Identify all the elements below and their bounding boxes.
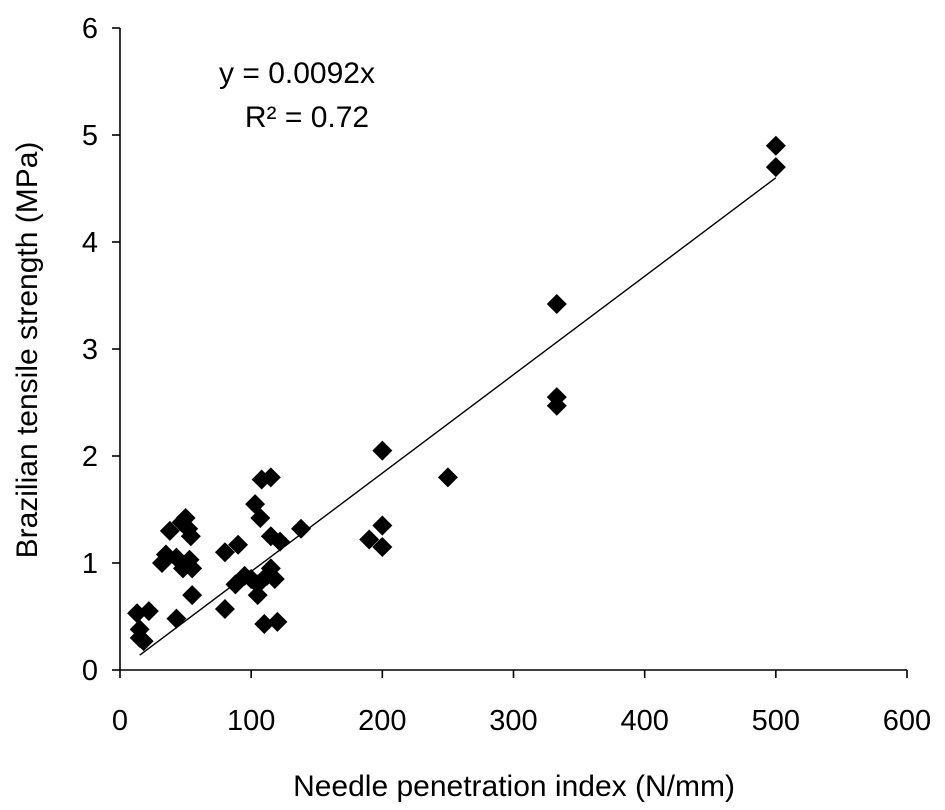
data-point [372, 440, 393, 461]
y-tick-label: 4 [82, 227, 98, 259]
x-tick-label: 600 [883, 705, 931, 737]
data-point [133, 631, 154, 652]
x-tick-label: 200 [358, 705, 406, 737]
y-tick-label: 3 [82, 334, 98, 366]
x-tick-label: 0 [112, 705, 128, 737]
data-point [166, 608, 187, 629]
data-point [291, 518, 312, 539]
x-axis-title: Needle penetration index (N/mm) [293, 770, 735, 803]
data-point [546, 395, 567, 416]
data-point [437, 467, 458, 488]
y-tick-label: 6 [82, 13, 98, 45]
y-tick-label: 2 [82, 441, 98, 473]
data-point [214, 599, 235, 620]
data-point [359, 529, 380, 550]
data-point [270, 531, 291, 552]
data-point [765, 157, 786, 178]
y-tick-label: 0 [82, 655, 98, 687]
data-point [546, 294, 567, 315]
data-points [127, 135, 786, 652]
data-point [182, 558, 203, 579]
data-point [250, 508, 271, 529]
data-point [254, 613, 275, 634]
data-point [765, 135, 786, 156]
data-point [260, 467, 281, 488]
y-tick-label: 1 [82, 548, 98, 580]
axes: 0 1 2 3 4 5 6 0 100 200 300 400 500 600 [82, 13, 931, 737]
data-point [372, 515, 393, 536]
data-point [245, 494, 266, 515]
trendline-equation: y = 0.0092x [219, 57, 375, 90]
x-tick-label: 400 [620, 705, 668, 737]
x-tick-label: 300 [489, 705, 537, 737]
data-point [228, 534, 249, 555]
data-point [182, 585, 203, 606]
data-point [159, 520, 180, 541]
data-point [264, 569, 285, 590]
data-point [180, 526, 201, 547]
data-point [138, 601, 159, 622]
trendline-r-squared: R² = 0.72 [245, 101, 369, 134]
data-point [267, 611, 288, 632]
x-tick-label: 100 [227, 705, 275, 737]
data-point [247, 585, 268, 606]
y-axis-title: Brazilian tensile strength (MPa) [11, 142, 44, 559]
y-tick-label: 5 [82, 120, 98, 152]
data-point [372, 536, 393, 557]
x-tick-label: 500 [752, 705, 800, 737]
data-point [214, 542, 235, 563]
